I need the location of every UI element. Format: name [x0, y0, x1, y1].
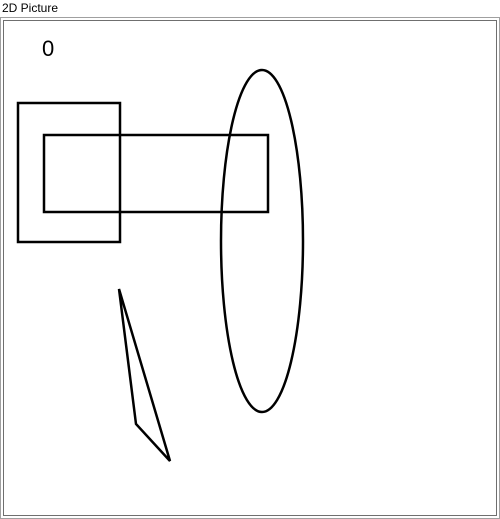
square-shape: [16, 101, 122, 244]
title-bar: 2D Picture: [0, 0, 500, 16]
canvas-label: 0: [42, 36, 54, 61]
ellipse-shape: [219, 68, 305, 414]
triangle-shape: [117, 288, 172, 462]
window-title: 2D Picture: [2, 1, 59, 15]
wide-rectangle-shape: [42, 133, 270, 214]
